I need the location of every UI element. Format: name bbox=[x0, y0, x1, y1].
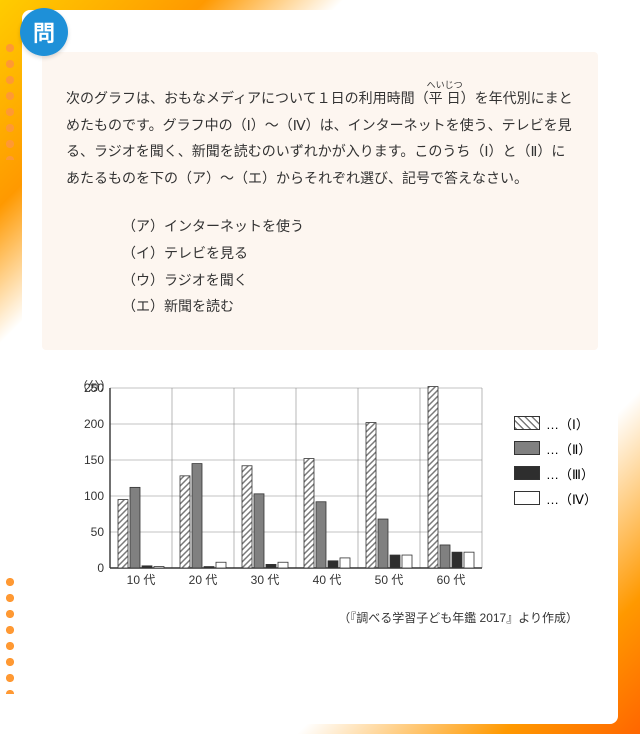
svg-text:250: 250 bbox=[84, 381, 104, 395]
choice-a: （ア）インターネットを使う bbox=[122, 213, 574, 240]
legend-label-2: …（Ⅱ） bbox=[546, 439, 591, 458]
q-line1-pre: 次のグラフは、おもなメディアについて１日の利用時間（ bbox=[66, 90, 429, 106]
legend-label-1: …（Ⅰ） bbox=[546, 414, 589, 433]
svg-text:40 代: 40 代 bbox=[313, 573, 342, 587]
legend-row-2: …（Ⅱ） bbox=[514, 439, 597, 458]
ruby-text: へいじつ bbox=[427, 80, 463, 90]
q-line1-post: ）を年代別 bbox=[461, 90, 531, 106]
bar-chart: （分）05010015020025010 代20 代30 代40 代50 代60… bbox=[60, 378, 500, 603]
choice-i: （イ）テレビを見る bbox=[122, 240, 574, 267]
svg-text:200: 200 bbox=[84, 417, 104, 431]
question-text: 次のグラフは、おもなメディアについて１日の利用時間（平日へいじつ）を年代別にまと… bbox=[66, 80, 574, 191]
legend-label-3: …（Ⅲ） bbox=[546, 464, 594, 483]
q-ruby: 平日へいじつ bbox=[429, 90, 461, 106]
legend-swatch-4 bbox=[514, 491, 540, 505]
choice-e: （エ）新聞を読む bbox=[122, 293, 574, 320]
svg-text:30 代: 30 代 bbox=[251, 573, 280, 587]
chart-svg: （分）05010015020025010 代20 代30 代40 代50 代60… bbox=[60, 378, 500, 598]
svg-text:10 代: 10 代 bbox=[127, 573, 156, 587]
legend-label-4: …（Ⅳ） bbox=[546, 489, 597, 508]
svg-text:50: 50 bbox=[91, 525, 105, 539]
card: 問 次のグラフは、おもなメディアについて１日の利用時間（平日へいじつ）を年代別に… bbox=[22, 10, 618, 724]
legend-row-1: …（Ⅰ） bbox=[514, 414, 597, 433]
svg-text:60 代: 60 代 bbox=[437, 573, 466, 587]
choice-u: （ウ）ラジオを聞く bbox=[122, 267, 574, 294]
choices-list: （ア）インターネットを使う （イ）テレビを見る （ウ）ラジオを聞く （エ）新聞を… bbox=[122, 213, 574, 319]
legend-swatch-1 bbox=[514, 416, 540, 430]
question-badge: 問 bbox=[20, 8, 68, 56]
legend-row-3: …（Ⅲ） bbox=[514, 464, 597, 483]
ruby-base: 平日 bbox=[427, 90, 463, 106]
legend-swatch-2 bbox=[514, 441, 540, 455]
chart-source: （『調べる学習子ども年鑑 2017』より作成） bbox=[42, 609, 598, 626]
svg-text:20 代: 20 代 bbox=[189, 573, 218, 587]
chart-area: （分）05010015020025010 代20 代30 代40 代50 代60… bbox=[42, 378, 598, 603]
legend-swatch-3 bbox=[514, 466, 540, 480]
legend: …（Ⅰ） …（Ⅱ） …（Ⅲ） …（Ⅳ） bbox=[514, 414, 597, 514]
svg-text:50 代: 50 代 bbox=[375, 573, 404, 587]
question-box: 次のグラフは、おもなメディアについて１日の利用時間（平日へいじつ）を年代別にまと… bbox=[42, 52, 598, 350]
svg-text:150: 150 bbox=[84, 453, 104, 467]
svg-text:100: 100 bbox=[84, 489, 104, 503]
svg-text:0: 0 bbox=[97, 561, 104, 575]
legend-row-4: …（Ⅳ） bbox=[514, 489, 597, 508]
